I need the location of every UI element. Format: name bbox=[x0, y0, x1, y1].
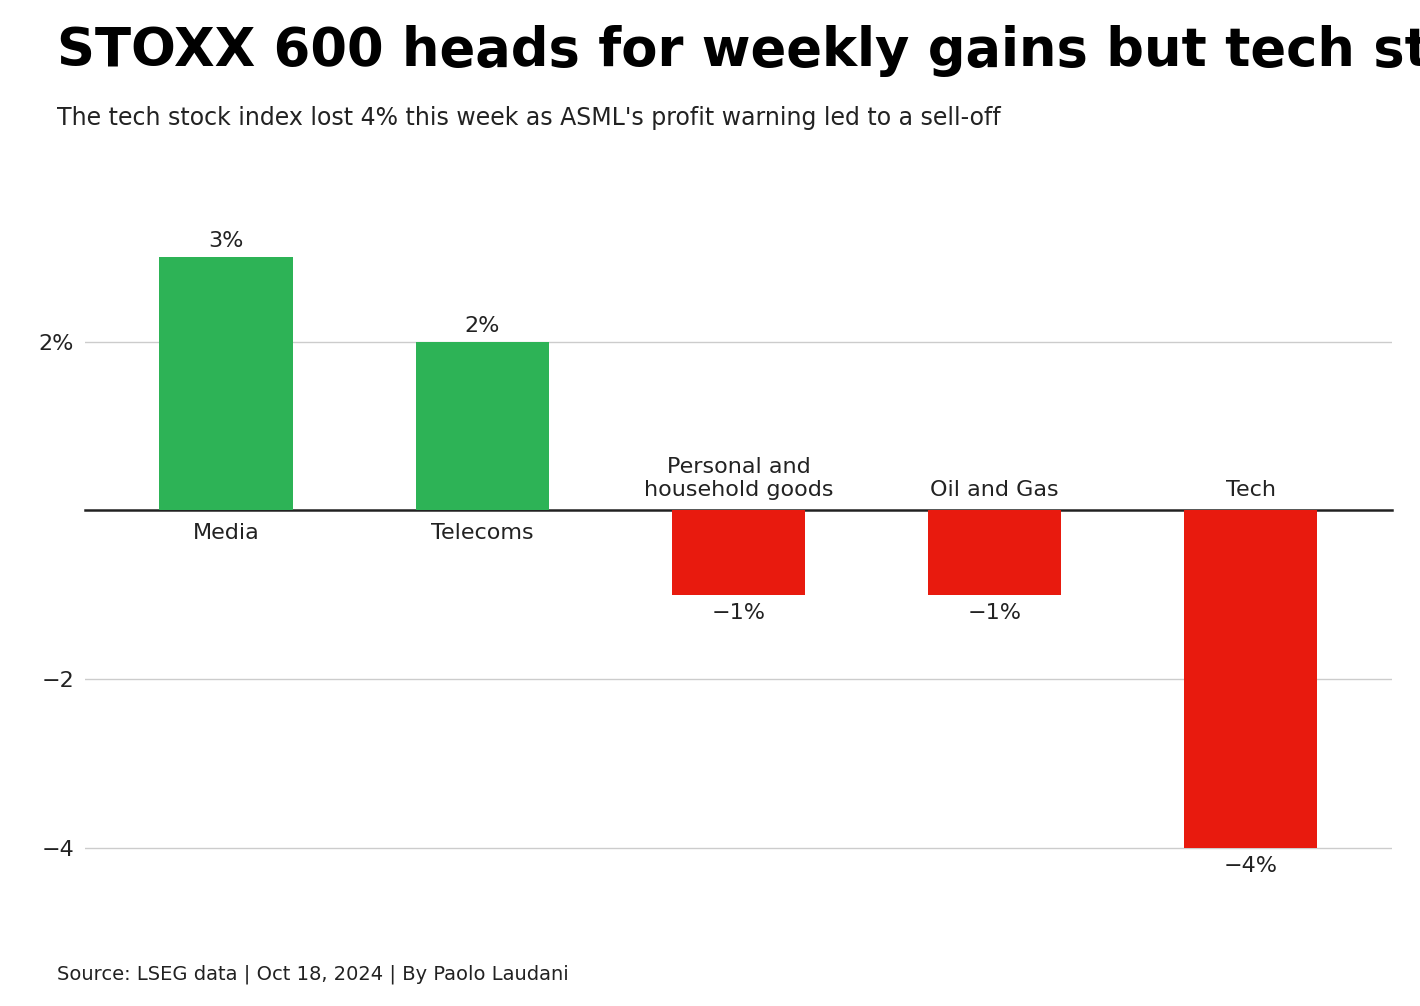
Text: −1%: −1% bbox=[967, 604, 1021, 623]
Text: STOXX 600 heads for weekly gains but tech stocks are bruised: STOXX 600 heads for weekly gains but tec… bbox=[57, 25, 1420, 77]
Text: −4%: −4% bbox=[1224, 856, 1278, 876]
Text: −1%: −1% bbox=[711, 604, 765, 623]
Text: The tech stock index lost 4% this week as ASML's profit warning led to a sell-of: The tech stock index lost 4% this week a… bbox=[57, 106, 1001, 130]
Text: Media: Media bbox=[193, 523, 260, 543]
Text: Personal and
household goods: Personal and household goods bbox=[643, 457, 834, 500]
Bar bbox=[927, 510, 1061, 595]
Text: Source: LSEG data | Oct 18, 2024 | By Paolo Laudani: Source: LSEG data | Oct 18, 2024 | By Pa… bbox=[57, 965, 568, 984]
Text: 3%: 3% bbox=[209, 231, 244, 252]
Bar bbox=[672, 510, 805, 595]
Text: 2%: 2% bbox=[464, 316, 500, 336]
Bar bbox=[1184, 510, 1318, 848]
Text: Oil and Gas: Oil and Gas bbox=[930, 480, 1059, 500]
Text: Telecoms: Telecoms bbox=[430, 523, 534, 543]
Bar bbox=[159, 258, 293, 510]
Bar bbox=[416, 342, 550, 510]
Text: Tech: Tech bbox=[1225, 480, 1275, 500]
